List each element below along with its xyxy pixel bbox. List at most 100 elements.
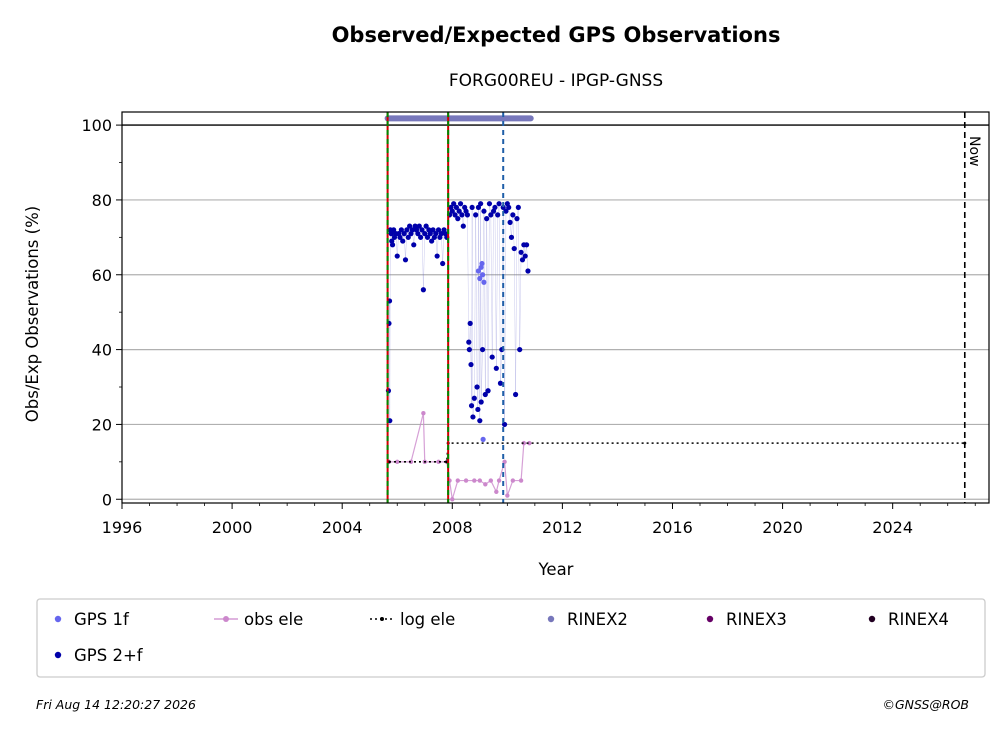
gps-1f-point: [475, 268, 482, 274]
legend-marker: [547, 615, 555, 623]
x-tick-label: 2008: [432, 518, 473, 537]
gps-2f-point: [430, 227, 436, 233]
gps-2f-point: [411, 242, 417, 248]
obs-ele-point: [518, 478, 524, 483]
legend-marker: [868, 615, 876, 623]
obs-ele-point: [436, 459, 441, 465]
gps-2f-point: [493, 365, 499, 371]
gps-1f-point: [481, 279, 487, 285]
gps-2f-point: [402, 257, 409, 263]
obs-ele-point: [502, 459, 507, 465]
gps-2f-point: [449, 208, 455, 214]
gps-2f-point: [391, 227, 397, 233]
gps-2f-point: [481, 208, 487, 214]
legend-label: RINEX4: [888, 610, 949, 629]
y-tick-label: 60: [92, 266, 112, 285]
obs-ele-point: [455, 478, 460, 483]
legend-item: RINEX3: [706, 610, 787, 629]
gps-2f-point: [423, 223, 429, 229]
gps-2f-point: [524, 242, 530, 248]
y-tick-label: 20: [92, 415, 112, 434]
gps-1f-point: [479, 260, 485, 267]
gps-2f-point: [475, 406, 481, 413]
gps-2f-point: [394, 253, 400, 259]
gps-2f-point: [507, 219, 513, 225]
gps-2f-point: [404, 227, 410, 233]
gps-2f-point: [388, 231, 394, 237]
gps-2f-point: [440, 260, 446, 267]
gps-2f-point: [400, 238, 406, 244]
gps-1f-point: [480, 436, 486, 442]
gps-2f-point: [517, 346, 523, 353]
obs-ele-point: [488, 478, 494, 483]
gps-2f-point: [474, 384, 480, 390]
y-tick-label: 100: [81, 116, 112, 135]
gps-2f-point: [485, 388, 491, 394]
obs-ele-point: [463, 478, 469, 483]
gps-2f-point: [470, 414, 476, 420]
gps-2f-point: [469, 204, 475, 211]
gps-2f-point: [457, 201, 464, 207]
gps-2f-point: [482, 391, 488, 398]
y-axis-label: Obs/Exp Observations (%): [23, 206, 42, 422]
gps-2f-point: [489, 354, 495, 360]
gps-2f-point: [422, 231, 428, 237]
gps-2f-point: [420, 287, 426, 293]
x-axis-label: Year: [538, 560, 574, 579]
legend-label: log ele: [400, 610, 455, 629]
chart-subtitle: FORG00REU - IPGP-GNSS: [449, 71, 663, 91]
gps-2f-point: [464, 212, 471, 218]
obs-ele-point: [483, 482, 488, 487]
gps-2f-point: [477, 418, 483, 424]
obs-ele-point: [494, 489, 499, 494]
obs-ele-point: [395, 459, 400, 465]
gps-2f-point: [419, 227, 425, 233]
series-log-ele: [387, 441, 967, 464]
gps-2f-point: [503, 208, 509, 214]
obs-ele-point: [472, 478, 477, 483]
gps-2f-point: [473, 212, 479, 218]
x-tick-label: 2000: [212, 518, 253, 537]
gps-2f-point: [497, 380, 504, 386]
x-tick-label: 2004: [322, 518, 363, 537]
x-tick-label: 2012: [542, 518, 583, 537]
x-tick-label: 1996: [102, 518, 143, 537]
legend-label: RINEX2: [567, 610, 628, 629]
gps-2f-point: [468, 361, 474, 368]
gps-2f-point: [416, 223, 422, 229]
legend-label: obs ele: [244, 610, 303, 629]
gps-2f-point: [471, 395, 477, 401]
footer-timestamp: Fri Aug 14 12:20:27 2026: [36, 697, 196, 712]
obs-ele-point: [505, 493, 510, 498]
gps-2f-point: [508, 234, 515, 240]
gps-2f-point: [500, 204, 506, 211]
legend-marker: [706, 615, 714, 623]
obs-ele-line: [388, 413, 530, 500]
gps-2f-point: [475, 204, 482, 211]
gps-2f-point: [456, 208, 462, 214]
gps-2f-point: [452, 212, 458, 218]
legend-label: RINEX3: [726, 610, 787, 629]
gps-2f-point: [466, 346, 472, 353]
legend-item: GPS 2+f: [54, 646, 144, 665]
gps-2f-point: [418, 234, 424, 240]
gps-2f-point: [518, 249, 524, 255]
log-ele-line: [388, 442, 965, 463]
gps-2f-point: [511, 245, 517, 252]
obs-ele-point: [408, 459, 414, 465]
obs-ele-point: [496, 478, 502, 483]
legend-item: RINEX2: [547, 610, 628, 629]
gps-2f-point: [397, 234, 403, 240]
obs-ele-point: [477, 478, 483, 483]
gps-2f-point: [478, 201, 484, 207]
gps-2f-point: [512, 391, 519, 398]
gps-2f-point: [427, 231, 433, 237]
gps-2f-point: [459, 212, 465, 218]
plot-frame: [121, 111, 990, 504]
legend-item: obs ele: [214, 610, 303, 629]
gps-2f-point: [501, 421, 508, 428]
gps-2f-point: [438, 231, 444, 237]
legend-marker: [54, 615, 62, 623]
gps-2f-point: [389, 242, 396, 248]
